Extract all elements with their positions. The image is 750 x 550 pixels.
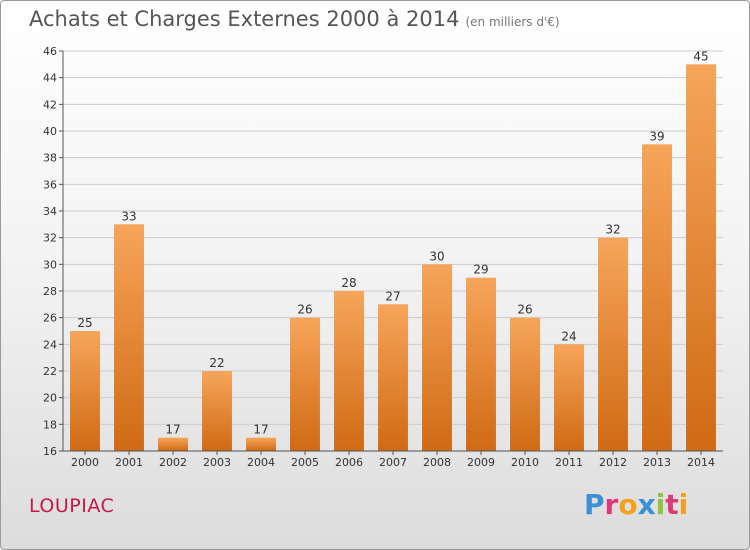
x-tick-label-2000: 2000 (71, 456, 99, 469)
data-label-2012: 32 (605, 223, 620, 237)
data-label-2013: 39 (649, 129, 664, 143)
y-tick-label: 32 (43, 232, 57, 245)
logo-letter: i (679, 488, 689, 521)
y-tick-label: 22 (43, 365, 57, 378)
x-tick-label-2012: 2012 (599, 456, 627, 469)
x-tick-label-2013: 2013 (643, 456, 671, 469)
data-label-2005: 26 (297, 303, 312, 317)
y-tick-label: 34 (43, 205, 57, 218)
x-tick-label-2011: 2011 (555, 456, 583, 469)
bars (70, 64, 716, 451)
data-label-2009: 29 (473, 263, 488, 277)
bar-2014 (686, 64, 716, 451)
bar-2000 (70, 331, 100, 451)
x-tick-label-2005: 2005 (291, 456, 319, 469)
y-tick-label: 44 (43, 72, 57, 85)
data-label-2003: 22 (209, 356, 224, 370)
x-tick-label-2014: 2014 (687, 456, 715, 469)
y-tick-label: 38 (43, 152, 57, 165)
bar-chart: 16 18 20 22 24 26 28 30 32 34 36 38 40 42 44 46 25 2000 33… (1, 1, 750, 550)
chart-panel: Achats et Charges Externes 2000 à 2014 (e… (0, 0, 750, 550)
x-tick-label-2009: 2009 (467, 456, 495, 469)
data-label-2007: 27 (385, 289, 400, 303)
bar-2012 (598, 238, 628, 451)
data-label-2014: 45 (693, 49, 708, 63)
proxiti-logo[interactable]: Proxiti (584, 488, 688, 521)
data-label-2001: 33 (121, 209, 136, 223)
bar-2011 (554, 344, 584, 451)
y-tick-label: 42 (43, 98, 57, 111)
y-tick-label: 18 (43, 418, 57, 431)
bar-2001 (114, 224, 144, 451)
logo-letter: t (665, 488, 678, 521)
bar-2010 (510, 318, 540, 451)
x-tick-label-2010: 2010 (511, 456, 539, 469)
data-label-2000: 25 (77, 316, 92, 330)
bar-2008 (422, 264, 452, 451)
bar-2002 (158, 438, 188, 451)
x-tick-label-2006: 2006 (335, 456, 363, 469)
y-tick-label: 36 (43, 178, 57, 191)
bar-2009 (466, 278, 496, 451)
logo-letter: r (605, 488, 619, 521)
x-tick-label-2002: 2002 (159, 456, 187, 469)
bar-2005 (290, 318, 320, 451)
x-tick-label-2001: 2001 (115, 456, 143, 469)
logo-letter: P (584, 488, 605, 521)
bar-2004 (246, 438, 276, 451)
logo-letter: x (638, 488, 656, 521)
logo-letter: i (656, 488, 666, 521)
bar-2007 (378, 304, 408, 451)
x-tick-label-2007: 2007 (379, 456, 407, 469)
data-label-2011: 24 (561, 329, 576, 343)
x-tick-label-2008: 2008 (423, 456, 451, 469)
logo-letter: o (618, 488, 637, 521)
x-tick-label-2004: 2004 (247, 456, 275, 469)
y-tick-label: 30 (43, 258, 57, 271)
data-label-2006: 28 (341, 276, 356, 290)
data-label-2002: 17 (165, 423, 180, 437)
y-tick-label: 16 (43, 445, 57, 458)
town-name: LOUPIAC (29, 495, 114, 517)
y-tick-label: 40 (43, 125, 57, 138)
y-tick-label: 24 (43, 338, 57, 351)
bar-2003 (202, 371, 232, 451)
data-label-2008: 30 (429, 249, 444, 263)
data-label-2010: 26 (517, 303, 532, 317)
data-label-2004: 17 (253, 423, 268, 437)
y-tick-label: 28 (43, 285, 57, 298)
y-tick-label: 20 (43, 392, 57, 405)
bar-2006 (334, 291, 364, 451)
x-tick-label-2003: 2003 (203, 456, 231, 469)
y-tick-label: 46 (43, 45, 57, 58)
bar-2013 (642, 144, 672, 451)
y-tick-label: 26 (43, 312, 57, 325)
